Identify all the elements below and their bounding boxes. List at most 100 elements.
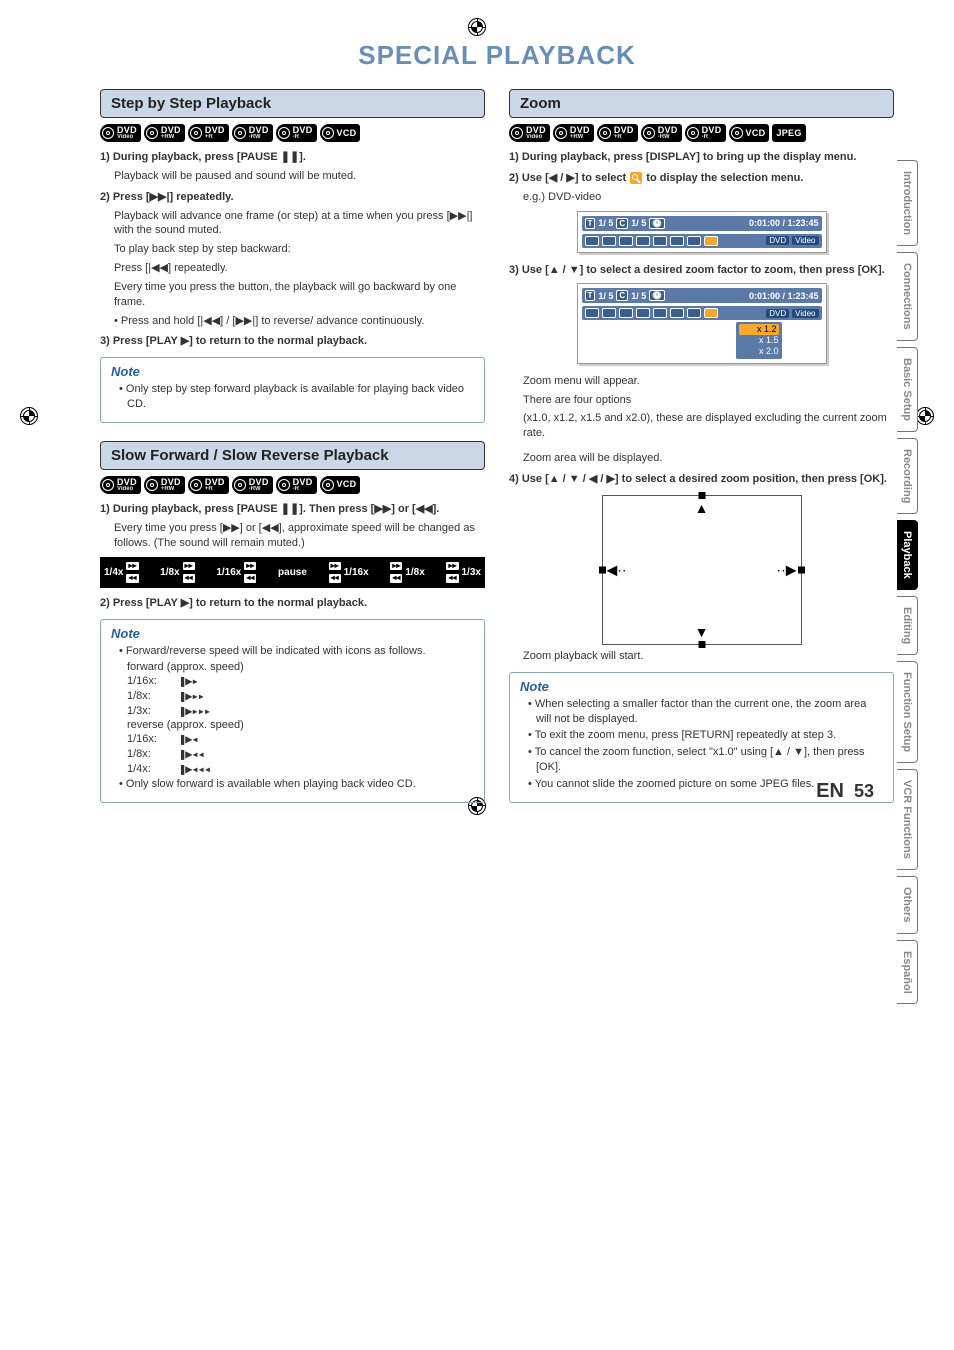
- arrow-right-icon: ··▶: [776, 561, 796, 578]
- zoom-s4-body: Zoom playback will start.: [523, 649, 894, 664]
- note-title-zoom: Note: [520, 679, 883, 694]
- format-badge: DVD+RW: [553, 124, 594, 142]
- side-tab-function-setup[interactable]: Function Setup: [897, 661, 918, 763]
- side-tab-basic-setup[interactable]: Basic Setup: [897, 347, 918, 432]
- slow-step2-lead: 2) Press [PLAY ▶] to return to the norma…: [100, 597, 367, 609]
- zoom-s3-b2: There are four options: [523, 393, 894, 408]
- step1-body: Playback will be paused and sound will b…: [114, 169, 485, 184]
- step2-body2: To play back step by step backward:: [114, 242, 485, 257]
- format-badge: JPEG: [772, 124, 805, 142]
- note-slow-last: Only slow forward is available when play…: [119, 777, 474, 792]
- page-title: SPECIAL PLAYBACK: [100, 40, 894, 71]
- zoom-step2-body: e.g.) DVD-video: [523, 190, 894, 205]
- page-number: EN 53: [816, 780, 874, 803]
- step3-lead: 3) Press [PLAY ▶] to return to the norma…: [100, 335, 367, 347]
- speed-row: 1/16x:❚▶◂: [127, 732, 474, 746]
- step2-body3: Press [|◀◀] repeatedly.: [114, 261, 485, 276]
- side-tab-playback[interactable]: Playback: [897, 520, 918, 590]
- format-badge: VCD: [320, 124, 361, 142]
- format-badge: DVDVideo: [100, 124, 141, 142]
- step2-body5: • Press and hold [|◀◀] / [▶▶|] to revers…: [114, 314, 485, 329]
- zoom-step4-lead: 4) Use [▲ / ▼ / ◀ / ▶] to select a desir…: [509, 473, 887, 485]
- arrow-up-icon: ▲: [695, 500, 709, 516]
- speed-7: ▸▸◂◂1/3x: [445, 561, 481, 585]
- slow-step1-lead: 1) During playback, press [PAUSE ❚❚]. Th…: [100, 503, 439, 515]
- section-header-stepbystep: Step by Step Playback: [100, 89, 485, 118]
- zoom-step3: 3) Use [▲ / ▼] to select a desired zoom …: [509, 263, 894, 278]
- speed-5: ▸▸◂◂1/16x: [328, 561, 369, 585]
- zoom-step3-lead: 3) Use [▲ / ▼] to select a desired zoom …: [509, 264, 885, 276]
- slow-step1: 1) During playback, press [PAUSE ❚❚]. Th…: [100, 502, 485, 517]
- handle-icon: [698, 641, 705, 648]
- speed-2: 1/8x▸▸◂◂: [160, 561, 196, 585]
- osd-zoom-icon: [704, 236, 718, 246]
- magnifier-icon: [629, 171, 643, 185]
- note-list-slow2: Only slow forward is available when play…: [111, 777, 474, 792]
- note-item: To cancel the zoom function, select "x1.…: [528, 745, 883, 775]
- section-header-slow: Slow Forward / Slow Reverse Playback: [100, 441, 485, 470]
- format-row-zoom: DVDVideoDVD+RWDVD+RDVD-RWDVD-RVCDJPEG: [509, 124, 894, 142]
- step2-lead: 2) Press [▶▶|] repeatedly.: [100, 191, 234, 203]
- osd-display-1: T 1/ 5 C 1/ 5 🕐 0:01:00 / 1:23:45: [577, 211, 827, 253]
- note-title-slow: Note: [111, 626, 474, 641]
- step1-lead: 1) During playback, press [PAUSE ❚❚].: [100, 151, 306, 163]
- handle-icon: [599, 566, 606, 573]
- side-tabs: Introduction Connections Basic Setup Record…: [897, 160, 918, 1004]
- zoom-s3-b4: Zoom area will be displayed.: [523, 451, 894, 466]
- speed-row: 1/8x:❚▶◂◂: [127, 747, 474, 761]
- step2-body4: Every time you press the button, the pla…: [114, 280, 485, 310]
- side-tab-recording[interactable]: Recording: [897, 438, 918, 514]
- arrow-left-icon: ◀··: [607, 561, 627, 578]
- zoom-option: x 1.5: [739, 335, 779, 346]
- side-tab-español[interactable]: Español: [897, 940, 918, 1005]
- section-header-zoom: Zoom: [509, 89, 894, 118]
- osd-zoom-list: x 1.2 x 1.5 x 2.0: [736, 322, 782, 358]
- note-slow-intro: Forward/reverse speed will be indicated …: [119, 644, 474, 659]
- note-list-slow: Forward/reverse speed will be indicated …: [111, 644, 474, 659]
- page-lang: EN: [816, 780, 844, 803]
- osd-display-2: T 1/ 5 C 1/ 5 🕐 0:01:00 / 1:23:45 DVD: [577, 283, 827, 363]
- note-box-step: Note Only step by step forward playback …: [100, 357, 485, 423]
- step3: 3) Press [PLAY ▶] to return to the norma…: [100, 334, 485, 349]
- slow-step1-body: Every time you press [▶▶] or [◀◀], appro…: [114, 521, 485, 551]
- format-badge: DVD-RW: [232, 124, 273, 142]
- format-row-step: DVDVideoDVD+RWDVD+RDVD-RWDVD-RVCD: [100, 124, 485, 142]
- side-tab-editing[interactable]: Editing: [897, 596, 918, 655]
- step2: 2) Press [▶▶|] repeatedly.: [100, 190, 485, 205]
- osd-time: 0:01:00 / 1:23:45: [749, 218, 819, 228]
- speed-row: 1/4x:❚▶◂◂◂: [127, 762, 474, 776]
- osd-mini-icon: [636, 236, 650, 246]
- speed-bar: 1/4x▸▸◂◂ 1/8x▸▸◂◂ 1/16x▸▸◂◂ pause ▸▸◂◂1/…: [100, 557, 485, 589]
- speed-row: 1/3x:❚▶▸▸▸: [127, 704, 474, 718]
- note-list-step: Only step by step forward playback is av…: [111, 382, 474, 412]
- side-tab-introduction[interactable]: Introduction: [897, 160, 918, 246]
- side-tab-vcr-functions[interactable]: VCR Functions: [897, 769, 918, 870]
- note-item: When selecting a smaller factor than the…: [528, 697, 883, 727]
- zoom-step2: 2) Use [◀ / ▶] to select to display the …: [509, 171, 894, 186]
- osd-mini-icon: [602, 236, 616, 246]
- speed-6: ▸▸◂◂1/8x: [389, 561, 425, 585]
- fwd-rows: 1/16x:❚▶▸1/8x:❚▶▸▸1/3x:❚▶▸▸▸: [127, 674, 474, 718]
- slow-step2: 2) Press [PLAY ▶] to return to the norma…: [100, 596, 485, 611]
- format-badge: DVD-RW: [232, 476, 273, 494]
- zoom-step1: 1) During playback, press [DISPLAY] to b…: [509, 150, 894, 165]
- note-box-slow: Note Forward/reverse speed will be indic…: [100, 619, 485, 803]
- zoom-step2-lead-b: to display the selection menu.: [646, 172, 803, 184]
- speed-pause: pause: [278, 567, 307, 578]
- format-badge: DVDVideo: [509, 124, 550, 142]
- format-badge: DVD-RW: [641, 124, 682, 142]
- zoom-option: x 2.0: [739, 346, 779, 357]
- format-row-slow: DVDVideoDVD+RWDVD+RDVD-RWDVD-RVCD: [100, 476, 485, 494]
- note-title: Note: [111, 364, 474, 379]
- side-tab-connections[interactable]: Connections: [897, 252, 918, 341]
- osd-title-counter: 1/ 5: [598, 218, 613, 228]
- format-badge: DVD+RW: [144, 124, 185, 142]
- zoom-s3-b1: Zoom menu will appear.: [523, 374, 894, 389]
- format-badge: DVD-R: [276, 124, 317, 142]
- right-column: Zoom DVDVideoDVD+RWDVD+RDVD-RWDVD-RVCDJP…: [509, 89, 894, 803]
- side-tab-others[interactable]: Others: [897, 876, 918, 933]
- page-num-value: 53: [854, 781, 874, 802]
- step1: 1) During playback, press [PAUSE ❚❚].: [100, 150, 485, 165]
- zoom-step4: 4) Use [▲ / ▼ / ◀ / ▶] to select a desir…: [509, 472, 894, 487]
- note-item: To exit the zoom menu, press [RETURN] re…: [528, 728, 883, 743]
